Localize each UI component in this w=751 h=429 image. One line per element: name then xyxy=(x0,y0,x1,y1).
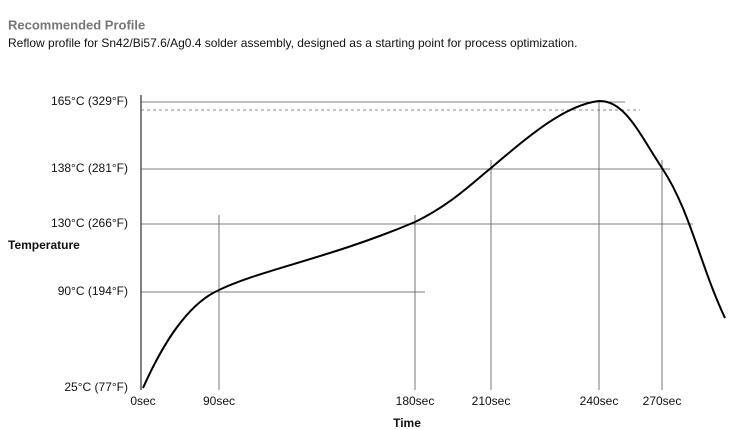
guide-lines xyxy=(141,100,693,390)
x-tick-label: 90sec xyxy=(203,394,235,408)
x-tick-label: 0sec xyxy=(130,394,155,408)
title: Recommended Profile xyxy=(8,17,145,32)
y-tick-label: 25°C (77°F) xyxy=(64,380,128,394)
x-tick-label: 240sec xyxy=(580,394,619,408)
y-tick-label: 165°C (329°F) xyxy=(51,94,128,108)
y-axis-label: Temperature xyxy=(8,238,80,252)
x-tick-label: 180sec xyxy=(396,394,435,408)
x-tick-label: 270sec xyxy=(643,394,682,408)
profile-curve xyxy=(142,99,726,389)
subtitle: Reflow profile for Sn42/Bi57.6/Ag0.4 sol… xyxy=(8,36,577,50)
y-tick-label: 90°C (194°F) xyxy=(58,284,128,298)
x-tick-label: 210sec xyxy=(472,394,511,408)
y-tick-label: 130°C (266°F) xyxy=(51,216,128,230)
y-tick-label: 138°C (281°F) xyxy=(51,161,128,175)
x-axis-label: Time xyxy=(393,416,421,429)
